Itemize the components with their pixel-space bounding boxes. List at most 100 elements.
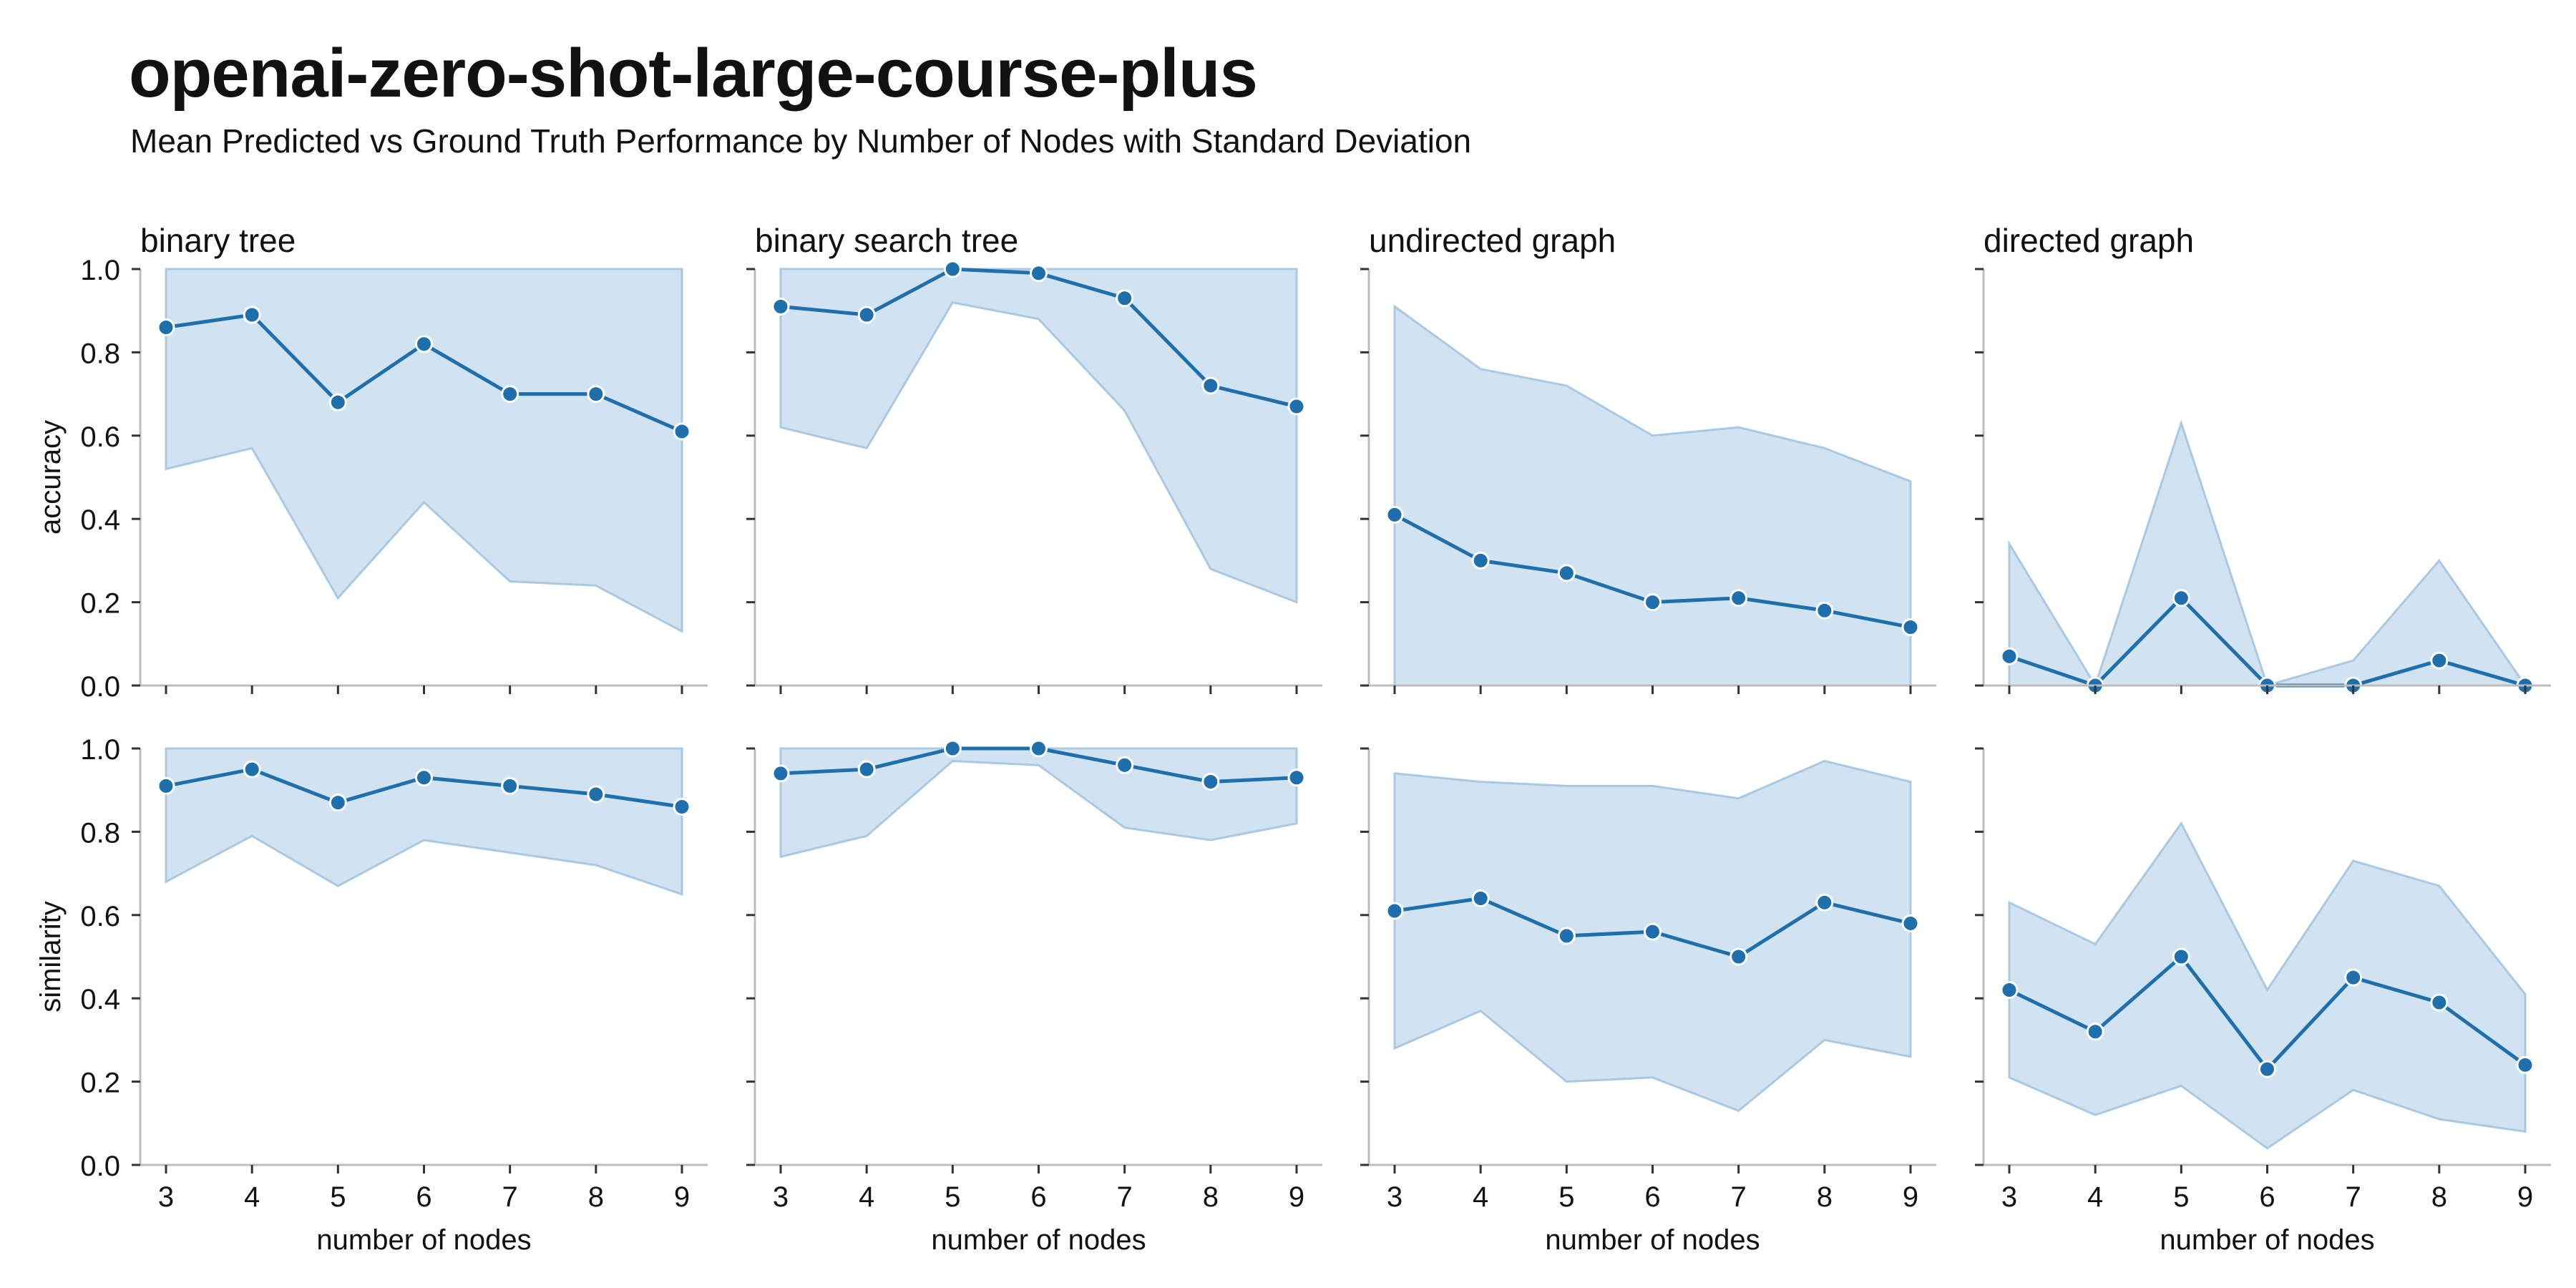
x-tick-label: 5: [330, 1181, 346, 1213]
y-tick-label: 0.2: [80, 1068, 120, 1099]
mean-point: [1557, 564, 1576, 582]
mean-point: [2344, 968, 2363, 987]
panel-title: directed graph: [1984, 222, 2194, 259]
panel-0-2: undirected graph: [1360, 222, 1936, 694]
y-tick-label: 0.6: [80, 421, 120, 453]
mean-point: [1471, 551, 1490, 570]
x-tick-label: 6: [2259, 1181, 2275, 1213]
panel-0-0: 0.0 0.2 0.4 0.6 0.8 1.0 binary tree accuracy: [35, 222, 708, 703]
mean-point: [1815, 601, 1834, 620]
y-axis-label: accuracy: [35, 420, 67, 535]
x-tick-label: 7: [502, 1181, 518, 1213]
x-tick-label: 9: [1903, 1181, 1918, 1213]
mean-point: [2430, 993, 2449, 1012]
mean-point: [1201, 376, 1220, 395]
mean-point: [943, 260, 962, 278]
x-tick-label: 3: [773, 1181, 789, 1213]
mean-point: [673, 797, 691, 816]
panel-1-0: 0.0 0.2 0.4 0.6 0.8 1.0 3 4 5 6 7 8 9 number of nodes…: [35, 734, 708, 1256]
mean-point: [771, 297, 790, 316]
mean-point: [501, 776, 519, 795]
x-tick-label: 7: [1117, 1181, 1133, 1213]
panel-1-2: 3 4 5 6 7 8 9 number of nodes: [1360, 747, 1936, 1256]
std-band: [779, 268, 1298, 604]
x-axis-label: number of nodes: [1545, 1224, 1760, 1256]
y-tick-label: 0.2: [80, 588, 120, 620]
mean-point: [328, 393, 347, 411]
x-tick-label: 6: [1030, 1181, 1046, 1213]
y-tick-label: 0.8: [80, 338, 120, 369]
x-tick-label: 3: [2001, 1181, 2017, 1213]
x-tick-label: 8: [1203, 1181, 1219, 1213]
panel-0-1: binary search tree: [746, 222, 1322, 694]
x-tick-label: 4: [1473, 1181, 1488, 1213]
mean-point: [1729, 947, 1748, 966]
mean-point: [328, 794, 347, 812]
y-tick-label: 0.6: [80, 901, 120, 932]
x-tick-label: 6: [1644, 1181, 1660, 1213]
page-subtitle: Mean Predicted vs Ground Truth Performan…: [130, 122, 1472, 160]
mean-point: [1116, 289, 1134, 308]
mean-point: [1729, 589, 1748, 608]
mean-point: [943, 739, 962, 758]
panel-0-3: directed graph: [1975, 222, 2551, 695]
y-tick-label: 1.0: [80, 734, 120, 766]
mean-point: [2000, 647, 2019, 665]
x-tick-label: 5: [945, 1181, 960, 1213]
x-tick-label: 4: [859, 1181, 874, 1213]
x-tick-label: 8: [2431, 1181, 2447, 1213]
x-tick-label: 8: [1817, 1181, 1833, 1213]
mean-point: [2172, 947, 2190, 966]
mean-point: [2086, 1023, 2104, 1041]
panel-1-1: 3 4 5 6 7 8 9 number of nodes: [746, 739, 1322, 1256]
panel-1-3: 3 4 5 6 7 8 9 number of nodes: [1975, 747, 2551, 1256]
mean-point: [2516, 1055, 2534, 1074]
std-band: [165, 268, 683, 633]
mean-point: [415, 335, 433, 353]
x-tick-label: 4: [244, 1181, 260, 1213]
mean-point: [415, 769, 433, 787]
mean-point: [1557, 927, 1576, 945]
mean-point: [587, 785, 605, 804]
mean-point: [2430, 651, 2449, 670]
mean-point: [501, 385, 519, 404]
mean-point: [157, 318, 175, 336]
x-tick-label: 5: [1558, 1181, 1574, 1213]
mean-point: [1644, 922, 1662, 941]
y-tick-label: 0.0: [80, 1151, 120, 1182]
x-tick-label: 6: [416, 1181, 431, 1213]
mean-point: [1287, 769, 1306, 787]
std-band: [779, 747, 1298, 859]
y-tick-label: 0.8: [80, 817, 120, 849]
mean-point: [157, 776, 175, 795]
mean-point: [1030, 264, 1048, 283]
y-tick-label: 1.0: [80, 255, 120, 286]
x-tick-label: 3: [158, 1181, 174, 1213]
x-tick-label: 3: [1387, 1181, 1402, 1213]
mean-point: [1201, 773, 1220, 791]
y-tick-label: 0.0: [80, 671, 120, 703]
mean-point: [673, 422, 691, 441]
mean-point: [2172, 589, 2190, 608]
mean-point: [1116, 756, 1134, 774]
std-band: [2008, 419, 2527, 688]
y-tick-label: 0.4: [80, 504, 120, 536]
x-tick-label: 7: [2346, 1181, 2361, 1213]
x-tick-label: 4: [2087, 1181, 2103, 1213]
x-axis-label: number of nodes: [931, 1224, 1146, 1256]
mean-point: [1644, 593, 1662, 612]
x-axis-label: number of nodes: [2160, 1224, 2374, 1256]
page-title: openai-zero-shot-large-course-plus: [129, 35, 1258, 112]
std-band: [2008, 821, 2527, 1150]
x-tick-label: 7: [1731, 1181, 1747, 1213]
mean-point: [1385, 902, 1404, 920]
x-tick-label: 8: [588, 1181, 604, 1213]
mean-point: [771, 764, 790, 783]
y-tick-label: 0.4: [80, 984, 120, 1015]
x-tick-label: 5: [2173, 1181, 2189, 1213]
mean-point: [1901, 914, 1920, 932]
mean-point: [1815, 893, 1834, 912]
panel-title: binary tree: [140, 222, 296, 259]
mean-point: [2000, 981, 2019, 1000]
